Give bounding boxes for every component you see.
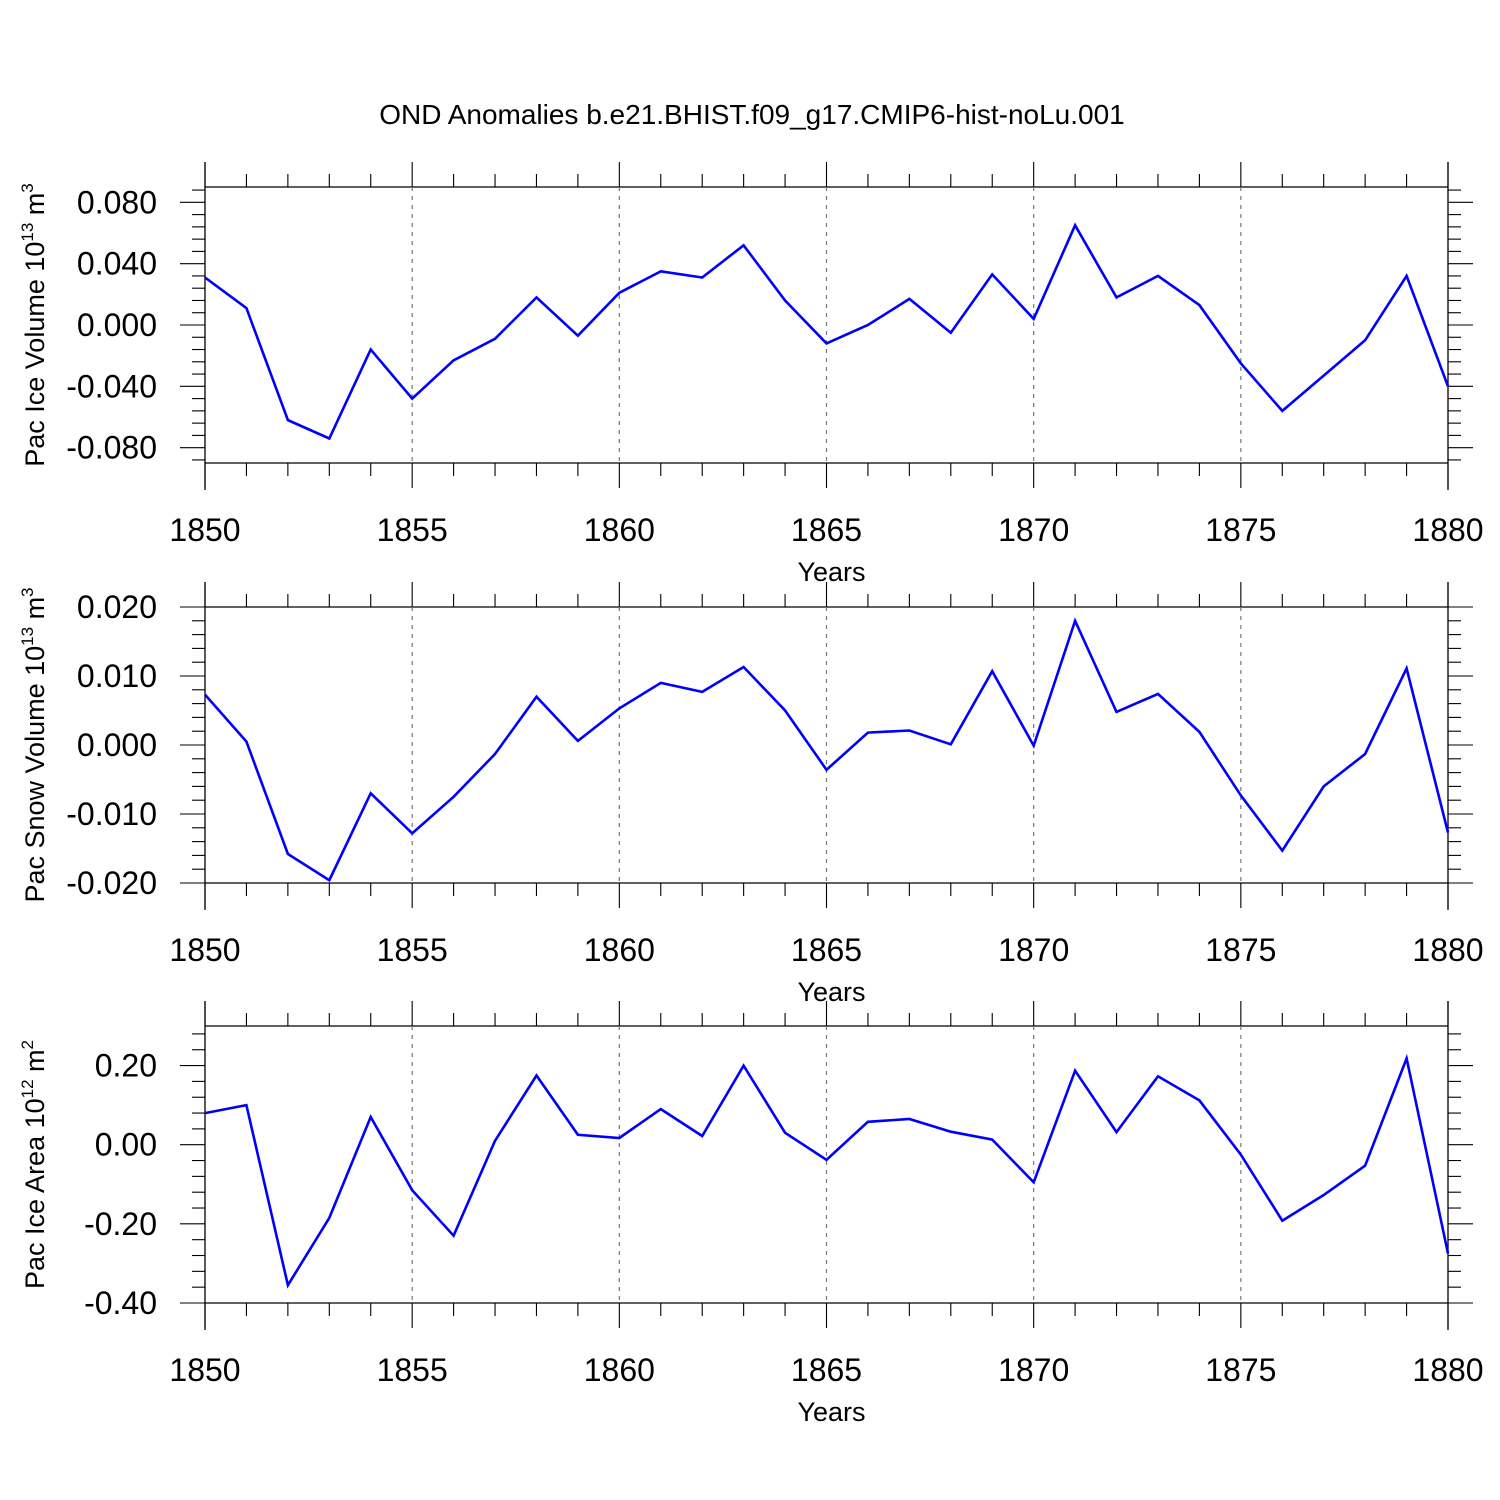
x-axis-title: Years <box>797 977 865 1007</box>
y-axis-title-exponent: 2 <box>18 1040 37 1049</box>
x-tick-label: 1875 <box>1205 512 1276 548</box>
x-tick-label: 1880 <box>1412 1352 1483 1388</box>
y-axis-title-part: Pac Ice Area 10 <box>20 1098 50 1289</box>
y-axis-title-part: m <box>20 193 50 223</box>
x-tick-label: 1860 <box>584 932 655 968</box>
y-axis-title-part: m <box>20 1049 50 1079</box>
y-tick-label: 0.20 <box>95 1048 157 1084</box>
y-tick-label: 0.000 <box>77 307 157 343</box>
series-line <box>204 617 1450 883</box>
x-tick-label: 1860 <box>584 512 655 548</box>
x-axis-title: Years <box>797 557 865 587</box>
x-tick-label: 1850 <box>169 1352 240 1388</box>
y-tick-label: 0.010 <box>77 658 157 694</box>
chart-panel-1: 1850 1855 1860 1865 1870 1875 1880 Years 0.080 0.… <box>18 162 1484 587</box>
y-axis-title-part: Pac Snow Volume 10 <box>20 646 50 903</box>
x-tick-label: 1880 <box>1412 512 1483 548</box>
x-axis-title: Years <box>797 1397 865 1427</box>
y-axis-title-exponent: 13 <box>18 223 37 242</box>
series-line <box>204 222 1450 441</box>
y-axis-title: Pac Snow Volume 1013 m3 <box>18 587 50 902</box>
y-tick-label: -0.020 <box>66 865 157 901</box>
y-axis-title: Pac Ice Area 1012 m2 <box>18 1040 50 1289</box>
x-tick-label: 1855 <box>377 512 448 548</box>
y-axis-title-exponent: 13 <box>18 627 37 646</box>
x-tick-label: 1855 <box>377 932 448 968</box>
y-axis-title: Pac Ice Volume 1013 m3 <box>18 183 50 467</box>
y-axis-title-exponent: 3 <box>18 183 37 192</box>
y-tick-label: -0.010 <box>66 796 157 832</box>
x-tick-label: 1855 <box>377 1352 448 1388</box>
x-tick-label: 1850 <box>169 932 240 968</box>
x-tick-label: 1865 <box>791 932 862 968</box>
y-axis-title-part: Pac Ice Volume 10 <box>20 242 50 467</box>
x-tick-label: 1880 <box>1412 932 1483 968</box>
y-tick-label: -0.080 <box>66 430 157 466</box>
y-tick-label: -0.040 <box>66 368 157 404</box>
series-line <box>204 1053 1450 1289</box>
x-tick-label: 1865 <box>791 1352 862 1388</box>
y-tick-label: -0.40 <box>84 1285 157 1321</box>
x-tick-label: 1870 <box>998 932 1069 968</box>
chart-panel-3: 1850 1855 1860 1865 1870 1875 1880 Years 0.20 0.0… <box>18 1001 1484 1427</box>
y-tick-label: -0.20 <box>84 1206 157 1242</box>
x-tick-label: 1865 <box>791 512 862 548</box>
y-axis-title-exponent: 12 <box>18 1079 37 1098</box>
y-axis-title-part: m <box>20 597 50 627</box>
panels: 1850 1855 1860 1865 1870 1875 1880 Years 0.080 0.… <box>18 162 1484 1427</box>
y-tick-label: 0.00 <box>95 1127 157 1163</box>
x-tick-label: 1860 <box>584 1352 655 1388</box>
chart-panel-2: 1850 1855 1860 1865 1870 1875 1880 Years 0.020 0.… <box>18 582 1484 1007</box>
y-tick-label: 0.000 <box>77 727 157 763</box>
x-tick-label: 1870 <box>998 512 1069 548</box>
y-tick-label: 0.020 <box>77 589 157 625</box>
y-tick-label: 0.040 <box>77 246 157 282</box>
x-tick-label: 1850 <box>169 512 240 548</box>
y-tick-label: 0.080 <box>77 184 157 220</box>
x-tick-label: 1875 <box>1205 1352 1276 1388</box>
y-axis-title-exponent: 3 <box>18 587 37 596</box>
figure-title: OND Anomalies b.e21.BHIST.f09_g17.CMIP6-… <box>379 99 1125 130</box>
x-tick-label: 1870 <box>998 1352 1069 1388</box>
x-tick-label: 1875 <box>1205 932 1276 968</box>
